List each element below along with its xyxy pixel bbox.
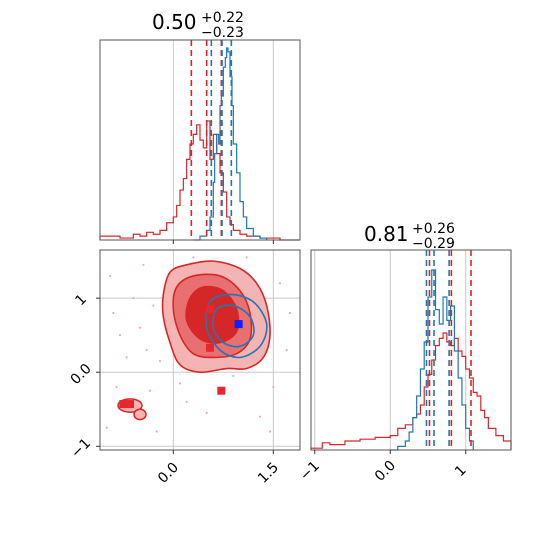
scatter-point	[155, 430, 158, 433]
contour-level-inner	[185, 285, 240, 344]
scatter-point	[112, 311, 115, 315]
scatter-point	[278, 282, 282, 285]
scatter-point	[118, 334, 122, 337]
scatter-point	[185, 400, 188, 403]
x-tick-label: −1	[297, 458, 323, 484]
title-param-1-median: 0.50	[152, 10, 197, 34]
y-tick-label: 1	[72, 292, 90, 310]
x-tick-label: 0.0	[155, 460, 182, 487]
scatter-point	[272, 385, 275, 389]
y-tick-label: −1	[68, 436, 94, 462]
scatter-point	[142, 263, 145, 266]
marker-red	[119, 400, 128, 409]
scatter-point	[108, 274, 112, 278]
scatter-point	[232, 374, 235, 378]
axes-frame	[310, 249, 512, 451]
scatter-point	[258, 415, 262, 418]
scatter-point	[178, 382, 182, 385]
scatter-point	[145, 348, 148, 352]
scatter-point	[125, 356, 128, 359]
histogram-series	[310, 332, 512, 450]
title-param-2-minus: −0.29	[412, 236, 455, 252]
scatter-point	[288, 311, 292, 315]
scatter-point	[205, 411, 208, 415]
scatter-point	[148, 389, 152, 392]
axes-frame	[99, 249, 301, 451]
contour-blue	[205, 293, 268, 359]
title-param-2-plus: +0.26	[412, 221, 455, 237]
scatter-point	[158, 360, 162, 363]
scatter-point	[138, 326, 142, 329]
histogram-series	[99, 120, 300, 241]
x-tick-label: 1.5	[255, 460, 282, 487]
marginal-histogram-param-2: −1 0.0 1	[297, 249, 512, 485]
scatter-point	[192, 256, 195, 259]
scatter-point	[245, 256, 248, 259]
scatter-point	[285, 348, 288, 352]
histogram-series	[193, 47, 268, 241]
marker-red	[206, 343, 214, 352]
scatter-point	[268, 430, 272, 433]
marker-red	[126, 400, 134, 409]
scatter-point	[132, 297, 135, 300]
contour-island	[133, 408, 147, 421]
title-param-1-minus: −0.23	[201, 25, 244, 41]
scatter-point	[152, 304, 155, 307]
marker-red	[217, 386, 226, 395]
axes-frame	[99, 39, 301, 241]
title-param-1-plus: +0.22	[201, 10, 244, 26]
y-tick-label: 0.0	[68, 361, 95, 388]
histogram-series	[390, 269, 474, 451]
title-param-2-median: 0.81	[364, 222, 409, 246]
scatter-point	[115, 385, 118, 389]
marker-red	[206, 305, 214, 314]
x-tick-label: 0.0	[372, 458, 399, 485]
marginal-histogram-param-1	[99, 39, 301, 244]
scatter-point	[105, 426, 108, 429]
joint-contour-panel: 0.0 1.5 −1 0.0 1	[68, 249, 301, 487]
contour-blue	[212, 304, 255, 348]
x-tick-label: 1	[452, 462, 470, 480]
marker-blue	[234, 320, 243, 329]
